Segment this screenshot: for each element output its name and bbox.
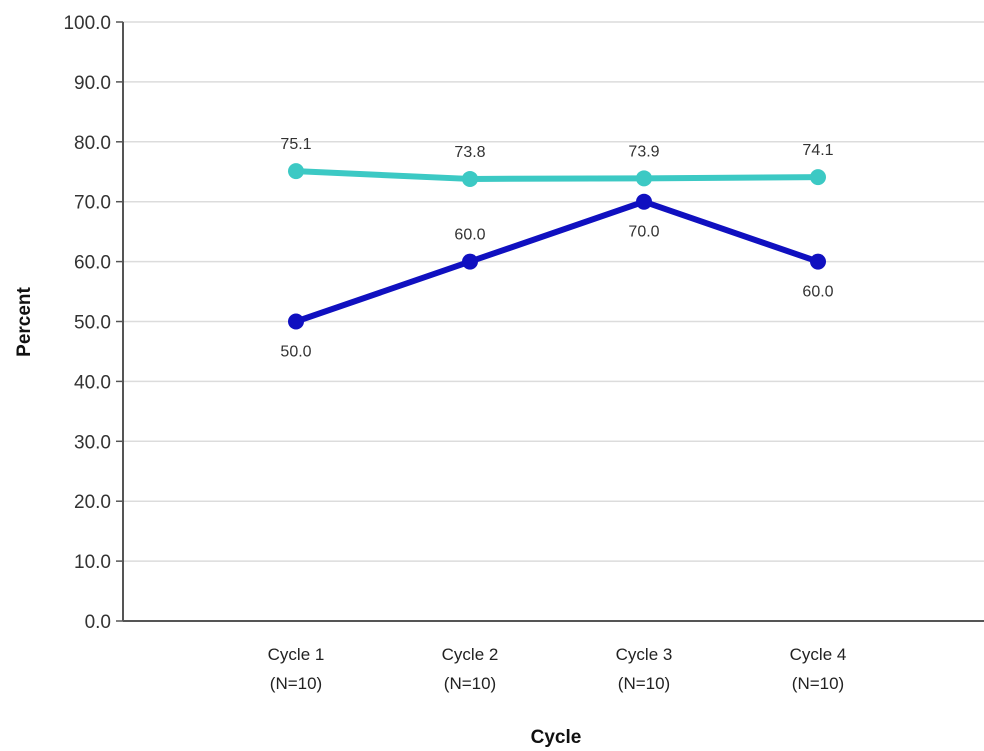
- y-tick-label: 20.0: [74, 492, 111, 513]
- data-point: [462, 253, 478, 270]
- y-tick-label: 70.0: [74, 193, 111, 214]
- y-tick-label: 90.0: [74, 73, 111, 94]
- data-label: 70.0: [628, 224, 659, 241]
- x-category-sample-size: (N=10): [618, 674, 670, 693]
- data-label: 75.1: [280, 136, 311, 153]
- x-category-label: Cycle 2: [442, 645, 499, 664]
- series-lines: [288, 163, 826, 330]
- data-point: [810, 253, 826, 270]
- y-tick-label: 60.0: [74, 253, 111, 274]
- data-label: 50.0: [280, 344, 311, 361]
- data-labels: 75.1 73.8 73.9 74.1 50.0 60.0 70.0 60.0: [280, 136, 833, 360]
- series-line: [293, 198, 821, 325]
- y-tick-label: 50.0: [74, 313, 111, 334]
- data-point: [462, 170, 478, 187]
- x-category-sample-size: (N=10): [444, 674, 496, 693]
- x-category-sample-size: (N=10): [792, 674, 844, 693]
- axes: 0.0 10.0 20.0 30.0 40.0 50.0 60.0 70.0 80.0 90.0 1…: [63, 13, 984, 693]
- data-label: 73.8: [454, 144, 485, 161]
- series-line: [293, 168, 821, 182]
- data-label: 60.0: [802, 284, 833, 301]
- data-point: [636, 193, 652, 210]
- y-tick-label: 0.0: [85, 612, 111, 633]
- y-tick-label: 100.0: [63, 13, 111, 34]
- data-label: 74.1: [802, 142, 833, 159]
- gridlines: [123, 21, 984, 562]
- data-point: [810, 169, 826, 186]
- x-category-label: Cycle 1: [268, 645, 325, 664]
- data-label: 73.9: [628, 143, 659, 160]
- data-point: [288, 313, 304, 330]
- data-point: [288, 163, 304, 180]
- data-label: 60.0: [454, 227, 485, 244]
- x-category-label: Cycle 3: [616, 645, 673, 664]
- data-point: [636, 170, 652, 187]
- y-tick-label: 80.0: [74, 133, 111, 154]
- x-category-sample-size: (N=10): [270, 674, 322, 693]
- x-category-label: Cycle 4: [790, 645, 847, 664]
- x-axis-title: Cycle: [531, 727, 582, 748]
- y-tick-label: 30.0: [74, 432, 111, 453]
- y-tick-label: 10.0: [74, 552, 111, 573]
- y-tick-label: 40.0: [74, 372, 111, 393]
- y-axis-title: Percent: [14, 286, 35, 356]
